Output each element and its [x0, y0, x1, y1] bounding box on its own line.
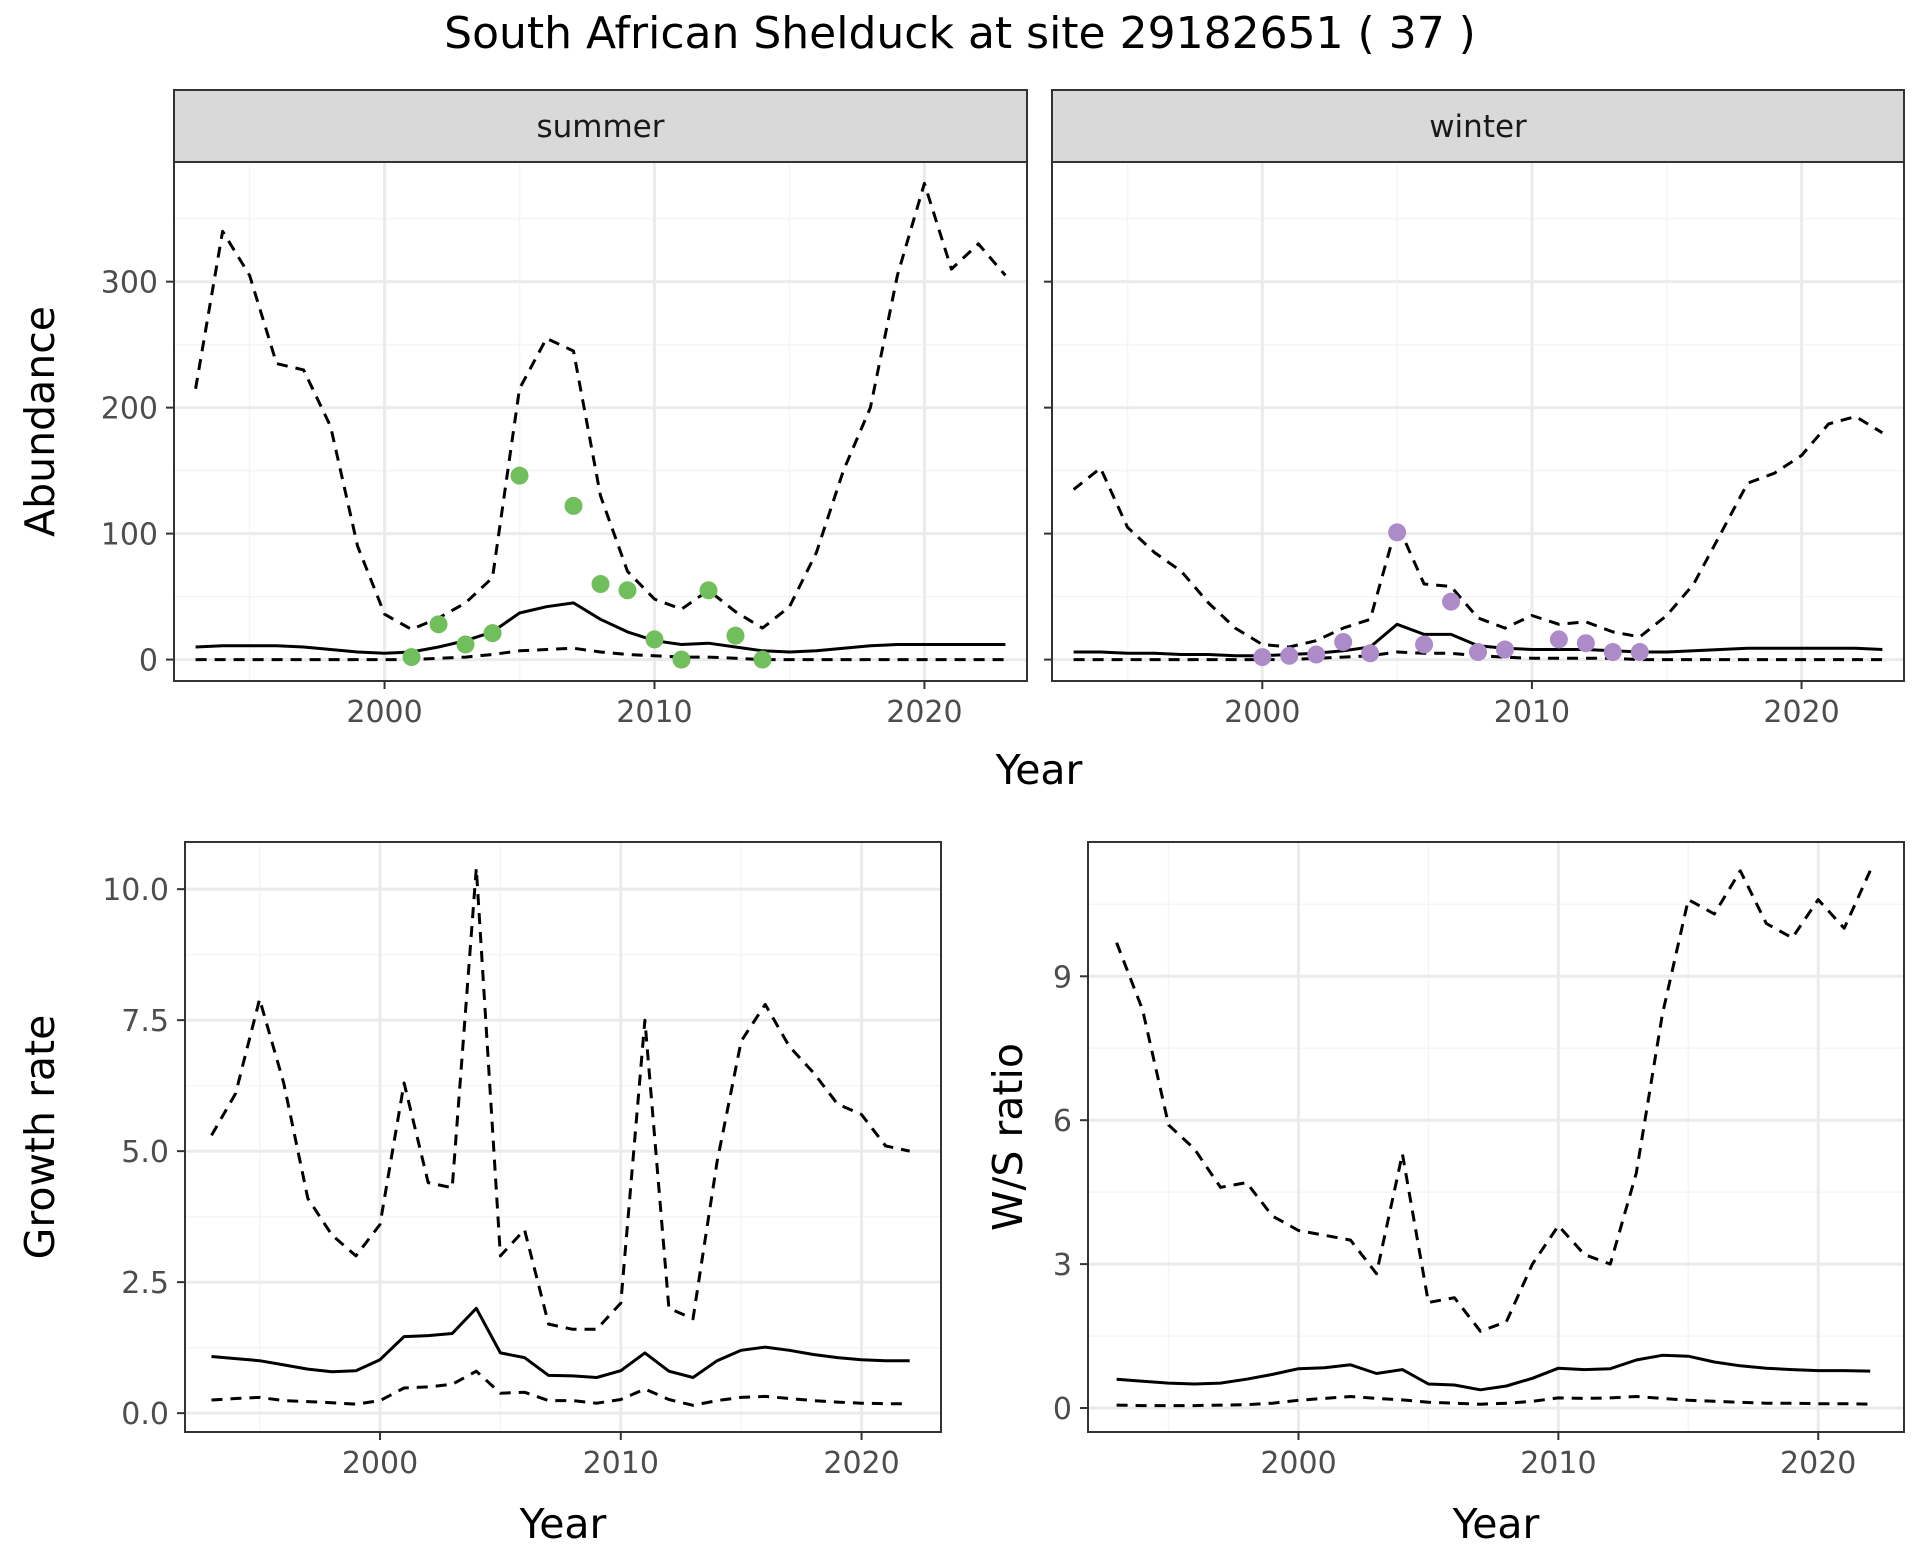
- y-tick-label: 5.0: [121, 1135, 169, 1170]
- observed-point: [564, 496, 583, 515]
- observed-point: [645, 630, 664, 649]
- observed-point: [429, 615, 448, 634]
- panel-background: [1088, 842, 1904, 1432]
- observed-point: [1549, 630, 1568, 649]
- y-tick-label: 2.5: [121, 1266, 169, 1301]
- observed-point: [483, 624, 502, 643]
- y-tick-label: 6: [1053, 1104, 1072, 1139]
- y-tick-label: 0.0: [121, 1397, 169, 1432]
- x-tick-label: 2020: [886, 695, 962, 730]
- lower-bound-line: [195, 646, 1006, 662]
- x-axis-title: Year: [519, 1500, 607, 1548]
- facet-strip-label: summer: [536, 109, 664, 145]
- observed-point: [618, 581, 637, 600]
- y-tick-label: 0: [1053, 1392, 1072, 1427]
- observed-point: [753, 650, 772, 669]
- observed-point: [1361, 644, 1380, 663]
- observed-point: [402, 648, 421, 667]
- x-tick-label: 2000: [342, 1446, 418, 1481]
- y-tick-label: 100: [101, 518, 158, 553]
- facet-strip-label: winter: [1429, 109, 1527, 145]
- observed-point: [1469, 643, 1487, 662]
- observed-point: [1415, 635, 1434, 654]
- x-tick-label: 2020: [1763, 695, 1839, 730]
- y-tick-label: 7.5: [121, 1004, 169, 1039]
- upper-bound-line: [210, 866, 911, 1331]
- panel-background: [1052, 162, 1904, 681]
- panel-ratio: 2000 2010 2020 0 3 6 9 W/S ratio Year: [984, 841, 1905, 1548]
- top-x-axis-title: Year: [995, 746, 1083, 794]
- x-tick-label: 2020: [1780, 1446, 1856, 1481]
- observed-point: [1576, 634, 1595, 653]
- panel-winter: winter 2000 2010 2020: [1044, 89, 1905, 730]
- lower-bound-line: [1116, 1395, 1871, 1408]
- observed-point: [1442, 592, 1461, 611]
- x-tick-label: 2010: [1520, 1446, 1596, 1481]
- panel-growth: 2000 2010 2020 0.0 2.5 5.0 7.5 10.0 Growth rate Y…: [16, 841, 942, 1548]
- panels-group: summer 2000 2010 2020 0 100 200 300 Abundance win…: [16, 89, 1905, 1548]
- panel-background: [185, 842, 941, 1432]
- observed-point: [726, 626, 745, 645]
- x-tick-label: 2010: [616, 695, 692, 730]
- lower-bound-line: [211, 1369, 910, 1407]
- mean-line: [195, 601, 1006, 655]
- upper-bound-line: [194, 181, 1007, 631]
- x-axis-title: Year: [1452, 1500, 1540, 1548]
- y-axis-title: W/S ratio: [984, 1043, 1032, 1231]
- mean-line: [1116, 1353, 1871, 1392]
- y-tick-label: 9: [1053, 960, 1072, 995]
- panel-background: [174, 162, 1027, 681]
- y-tick-label: 10.0: [102, 873, 169, 908]
- x-tick-label: 2000: [346, 695, 422, 730]
- x-tick-label: 2010: [1494, 695, 1570, 730]
- observed-point: [1280, 646, 1299, 665]
- upper-bound-line: [1115, 869, 1872, 1333]
- observed-point: [1307, 645, 1326, 664]
- y-axis-title: Abundance: [16, 306, 64, 537]
- panel-summer: summer 2000 2010 2020 0 100 200 300 Abundance: [16, 89, 1028, 730]
- observed-point: [1334, 632, 1353, 651]
- observed-point: [456, 635, 475, 654]
- x-tick-label: 2010: [583, 1446, 659, 1481]
- facet-strip: [1051, 89, 1905, 163]
- facet-strip: [173, 89, 1028, 163]
- mean-line: [211, 1306, 910, 1379]
- panel-border: [184, 841, 942, 1433]
- panel-border: [1087, 841, 1905, 1433]
- y-tick-label: 200: [101, 392, 158, 427]
- y-axis-title: Growth rate: [16, 1015, 64, 1260]
- observed-point: [591, 575, 610, 594]
- x-tick-label: 2000: [1260, 1446, 1336, 1481]
- observed-point: [1630, 643, 1649, 662]
- y-tick-label: 0: [139, 644, 158, 679]
- y-tick-label: 3: [1053, 1248, 1072, 1283]
- observed-point: [699, 581, 718, 600]
- observed-point: [1388, 523, 1407, 542]
- observed-point: [510, 466, 529, 485]
- observed-point: [672, 650, 691, 669]
- chart-title: South African Shelduck at site 29182651 …: [444, 8, 1476, 59]
- y-tick-label: 300: [101, 266, 158, 301]
- x-tick-label: 2020: [823, 1446, 899, 1481]
- observed-point: [1495, 640, 1514, 659]
- observed-point: [1253, 648, 1272, 667]
- x-tick-label: 2000: [1224, 695, 1300, 730]
- observed-point: [1603, 643, 1622, 662]
- upper-bound-line: [1072, 415, 1884, 649]
